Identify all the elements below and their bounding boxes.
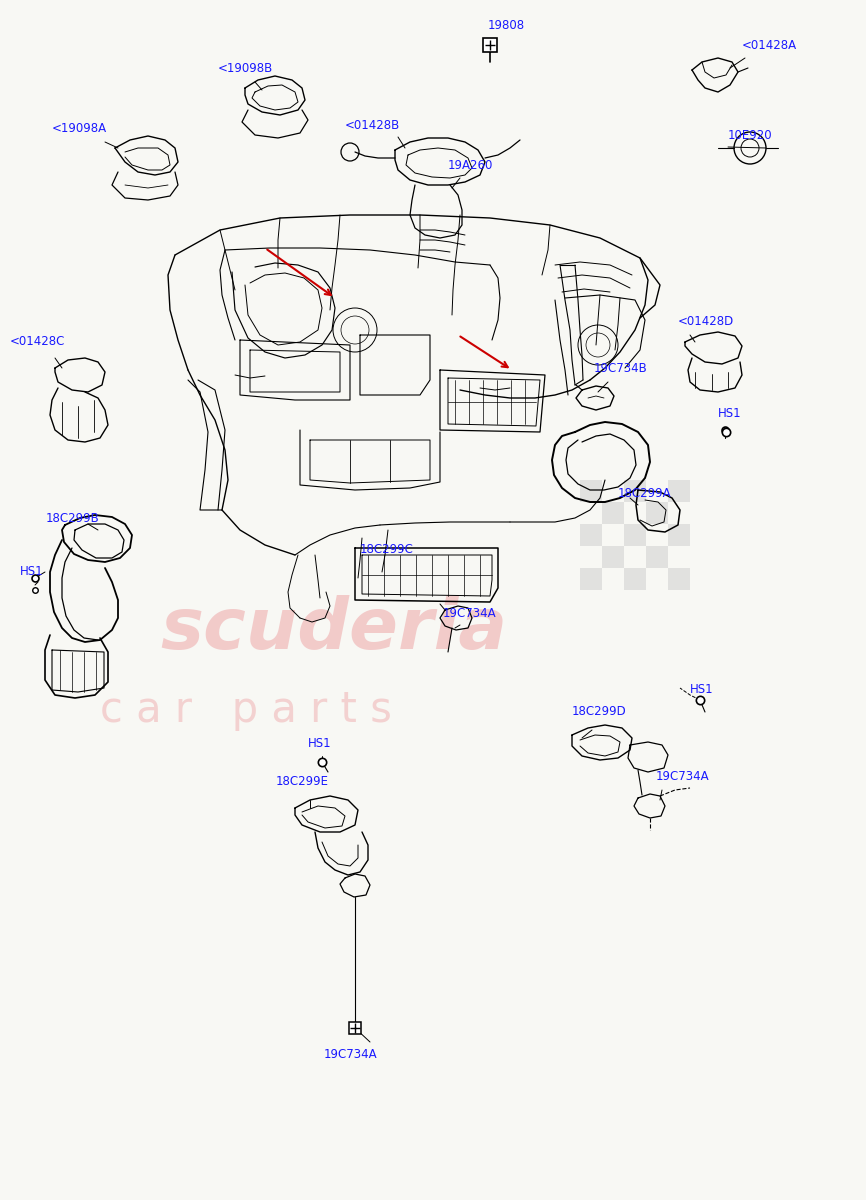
- Bar: [668, 502, 690, 524]
- Text: 18C299D: 18C299D: [572, 704, 627, 718]
- Bar: [580, 524, 602, 546]
- Text: 19C734A: 19C734A: [656, 770, 709, 782]
- Text: 19808: 19808: [488, 19, 525, 32]
- Text: 18C299C: 18C299C: [360, 542, 414, 556]
- Bar: [646, 480, 668, 502]
- Text: 19C734A: 19C734A: [443, 607, 496, 620]
- Text: HS1: HS1: [690, 683, 714, 696]
- Bar: [668, 546, 690, 568]
- Bar: [668, 524, 690, 546]
- Bar: [646, 502, 668, 524]
- Bar: [668, 480, 690, 502]
- Text: <01428A: <01428A: [742, 38, 797, 52]
- Text: HS1: HS1: [718, 407, 741, 420]
- Text: 19A260: 19A260: [448, 158, 494, 172]
- Bar: [624, 502, 646, 524]
- Text: 19C734B: 19C734B: [594, 362, 648, 374]
- Text: <01428B: <01428B: [345, 119, 400, 132]
- Bar: [624, 546, 646, 568]
- Text: 18C299B: 18C299B: [46, 512, 100, 526]
- Bar: [602, 502, 624, 524]
- Bar: [624, 480, 646, 502]
- Bar: [624, 568, 646, 590]
- Text: <19098A: <19098A: [52, 122, 107, 134]
- Text: 18C299A: 18C299A: [618, 487, 672, 500]
- Text: scuderia: scuderia: [160, 595, 507, 665]
- Text: <01428D: <01428D: [678, 314, 734, 328]
- Text: HS1: HS1: [20, 565, 43, 578]
- Bar: [624, 524, 646, 546]
- Bar: [580, 480, 602, 502]
- Bar: [646, 524, 668, 546]
- Text: 19C734A: 19C734A: [323, 1048, 377, 1061]
- Text: <01428C: <01428C: [10, 335, 65, 348]
- Bar: [602, 524, 624, 546]
- Bar: [580, 546, 602, 568]
- Text: HS1: HS1: [308, 737, 332, 750]
- Text: 18C299E: 18C299E: [276, 775, 329, 788]
- Bar: [580, 502, 602, 524]
- Bar: [646, 568, 668, 590]
- Text: 10E920: 10E920: [728, 128, 772, 142]
- Bar: [602, 546, 624, 568]
- Bar: [602, 480, 624, 502]
- Text: <19098B: <19098B: [218, 62, 274, 74]
- Bar: [580, 568, 602, 590]
- Bar: [646, 546, 668, 568]
- Text: c a r   p a r t s: c a r p a r t s: [100, 689, 392, 731]
- Bar: [668, 568, 690, 590]
- Bar: [602, 568, 624, 590]
